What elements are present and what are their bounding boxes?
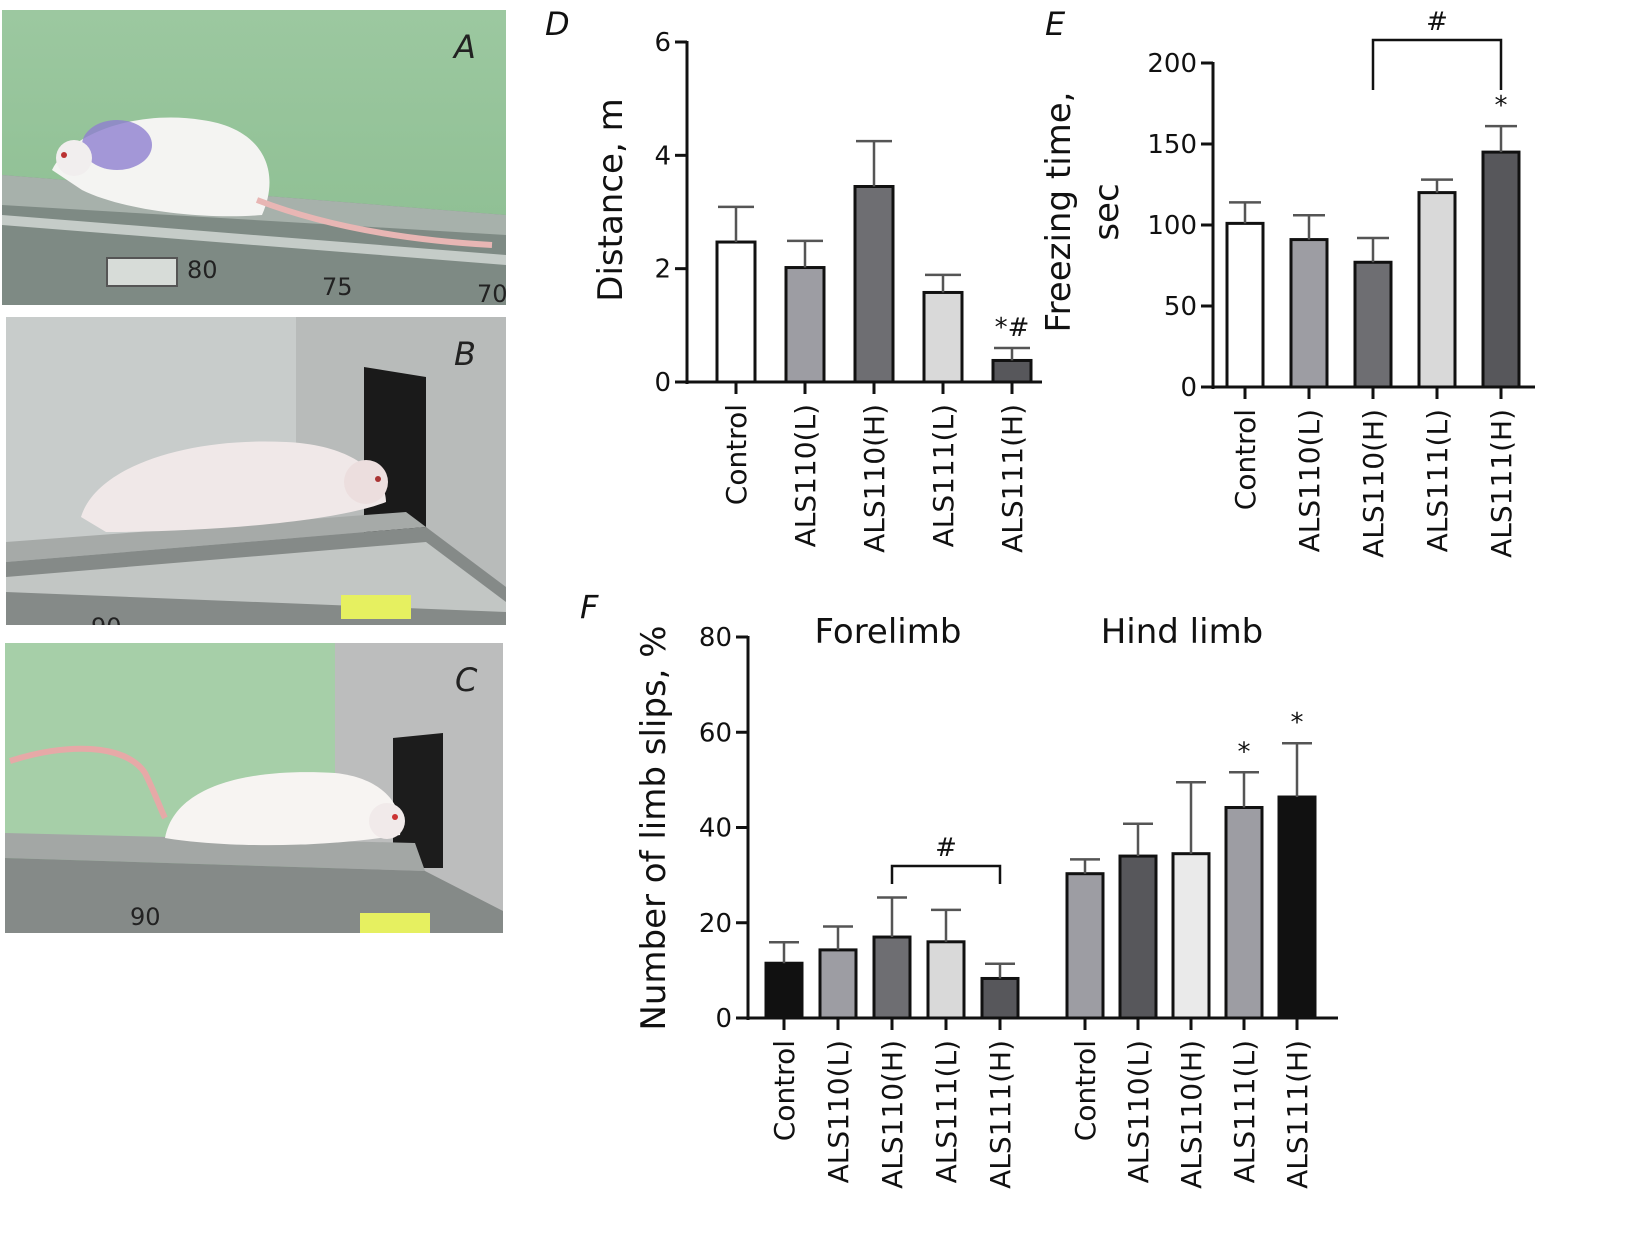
chart-f-hindlimb-bar	[1118, 854, 1158, 1020]
chart-d-bar	[922, 290, 964, 384]
chart-d-ytick-label: 4	[654, 141, 671, 171]
chart-e-category-label: Control	[1229, 409, 1262, 510]
chart-f-ytick-label: 40	[699, 814, 732, 844]
photo-a-mark-1: 80	[187, 256, 218, 284]
chart-e: 0 50 100 150 200 Freezing time, sec Control ALS1…	[1039, 7, 1535, 558]
chart-f-group-title-hindlimb: Hind limb	[1101, 612, 1264, 652]
photo-b-label: B	[454, 335, 476, 373]
chart-d-category-label: Control	[720, 404, 753, 505]
chart-e-ylabel: Freezing time,	[1039, 91, 1079, 332]
chart-e-bar	[1225, 221, 1265, 389]
chart-e-category-label: ALS110(H)	[1357, 409, 1390, 558]
chart-e-ytick-label: 0	[1180, 373, 1197, 403]
chart-d-ylabel: Distance, m	[591, 98, 631, 301]
chart-d-category-label: ALS110(H)	[858, 404, 891, 553]
chart-f-forelimb-bracket-label: #	[935, 833, 957, 863]
chart-f-hindlimb-bar	[1065, 872, 1105, 1020]
chart-e-bar	[1353, 260, 1393, 389]
chart-f-ytick-label: 80	[699, 623, 732, 653]
photo-c-label: C	[455, 661, 478, 699]
chart-d-bar	[715, 240, 757, 384]
chart-e-significance-mark: *	[1495, 91, 1508, 121]
chart-f-group-title-forelimb: Forelimb	[815, 612, 962, 652]
chart-e-bracket-label: #	[1426, 7, 1448, 37]
chart-f-hindlimb-category-label: ALS110(L)	[1122, 1040, 1155, 1183]
chart-f-hindlimb-bar	[1224, 805, 1264, 1020]
chart-f-ytick-label: 20	[699, 909, 732, 939]
chart-f-forelimb-bar	[926, 940, 966, 1020]
chart-d-category-label: ALS111(L)	[927, 404, 960, 547]
photo-a-mark-3: 70	[477, 280, 506, 305]
chart-f-hindlimb-category-label: ALS110(H)	[1175, 1040, 1208, 1189]
chart-f-hindlimb-category-label: Control	[1069, 1040, 1102, 1141]
chart-f-forelimb-bar	[764, 961, 804, 1020]
chart-e-category-label: ALS111(L)	[1421, 409, 1454, 552]
chart-e-ytick-label: 100	[1147, 211, 1197, 241]
photo-c-mark-1: 90	[130, 903, 161, 931]
chart-e-bracket	[1371, 38, 1503, 90]
photo-a-mark-2: 75	[322, 273, 353, 301]
chart-e-ylabel-line2: sec	[1087, 183, 1127, 240]
chart-d-category-label: ALS111(H)	[996, 404, 1029, 553]
photo-c: 90 C	[5, 643, 503, 933]
chart-d-bar	[853, 185, 895, 384]
chart-e-ytick-label: 50	[1164, 292, 1197, 322]
panel-label-d: D	[545, 5, 570, 43]
chart-e-ytick-label: 150	[1147, 130, 1197, 160]
chart-f-hindlimb-bar	[1277, 795, 1317, 1020]
panel-label-e: E	[1045, 5, 1066, 43]
chart-e-category-label: ALS110(L)	[1293, 409, 1326, 552]
chart-f-forelimb-category-label: ALS111(H)	[984, 1040, 1017, 1189]
chart-e-bar	[1417, 191, 1457, 389]
chart-f-forelimb-category-label: ALS110(L)	[822, 1040, 855, 1183]
chart-f-ytick-label: 0	[715, 1004, 732, 1034]
chart-d-ytick-label: 6	[654, 28, 671, 58]
photo-a-label: A	[454, 28, 476, 66]
chart-f-forelimb-bar	[980, 976, 1020, 1020]
chart-e-category-label: ALS111(H)	[1485, 409, 1518, 558]
chart-d-category-label: ALS110(L)	[789, 404, 822, 547]
chart-f-forelimb-category-label: ALS110(H)	[876, 1040, 909, 1189]
chart-f-forelimb-category-label: ALS111(L)	[930, 1040, 963, 1183]
chart-f-forelimb-category-label: Control	[768, 1040, 801, 1141]
panel-label-f: F	[580, 588, 599, 626]
chart-f-hindlimb-category-label: ALS111(H)	[1281, 1040, 1314, 1189]
chart-f: 0 20 40 60 80 Number of limb slips, % Control A…	[634, 612, 1338, 1189]
chart-d-significance-mark: *#	[995, 313, 1030, 343]
chart-e-bar	[1481, 150, 1521, 389]
chart-d-ytick-label: 0	[654, 368, 671, 398]
chart-f-forelimb-bar	[872, 935, 912, 1020]
chart-d-ytick-label: 2	[654, 255, 671, 285]
photo-b: 90 B	[6, 317, 506, 625]
photo-b-mark-1: 90	[91, 613, 122, 625]
chart-f-ylabel: Number of limb slips, %	[634, 625, 674, 1030]
chart-f-forelimb-bar	[818, 948, 858, 1020]
chart-f-hindlimb-category-label: ALS111(L)	[1228, 1040, 1261, 1183]
chart-d: 0 2 4 6 Distance, m Control ALS110(L) ALS110(H)…	[591, 28, 1042, 553]
chart-f-hindlimb-significance-mark: *	[1238, 737, 1251, 767]
chart-e-bar	[1289, 238, 1329, 389]
chart-d-bar	[784, 266, 826, 384]
chart-d-bar	[991, 358, 1033, 384]
chart-e-ytick-label: 200	[1147, 49, 1197, 79]
chart-f-hindlimb-significance-mark: *	[1291, 708, 1304, 738]
chart-f-hindlimb-bar	[1171, 852, 1211, 1020]
chart-f-ytick-label: 60	[699, 718, 732, 748]
photo-a: 80 75 70 A	[2, 10, 506, 305]
chart-f-forelimb-bracket	[890, 864, 1002, 884]
